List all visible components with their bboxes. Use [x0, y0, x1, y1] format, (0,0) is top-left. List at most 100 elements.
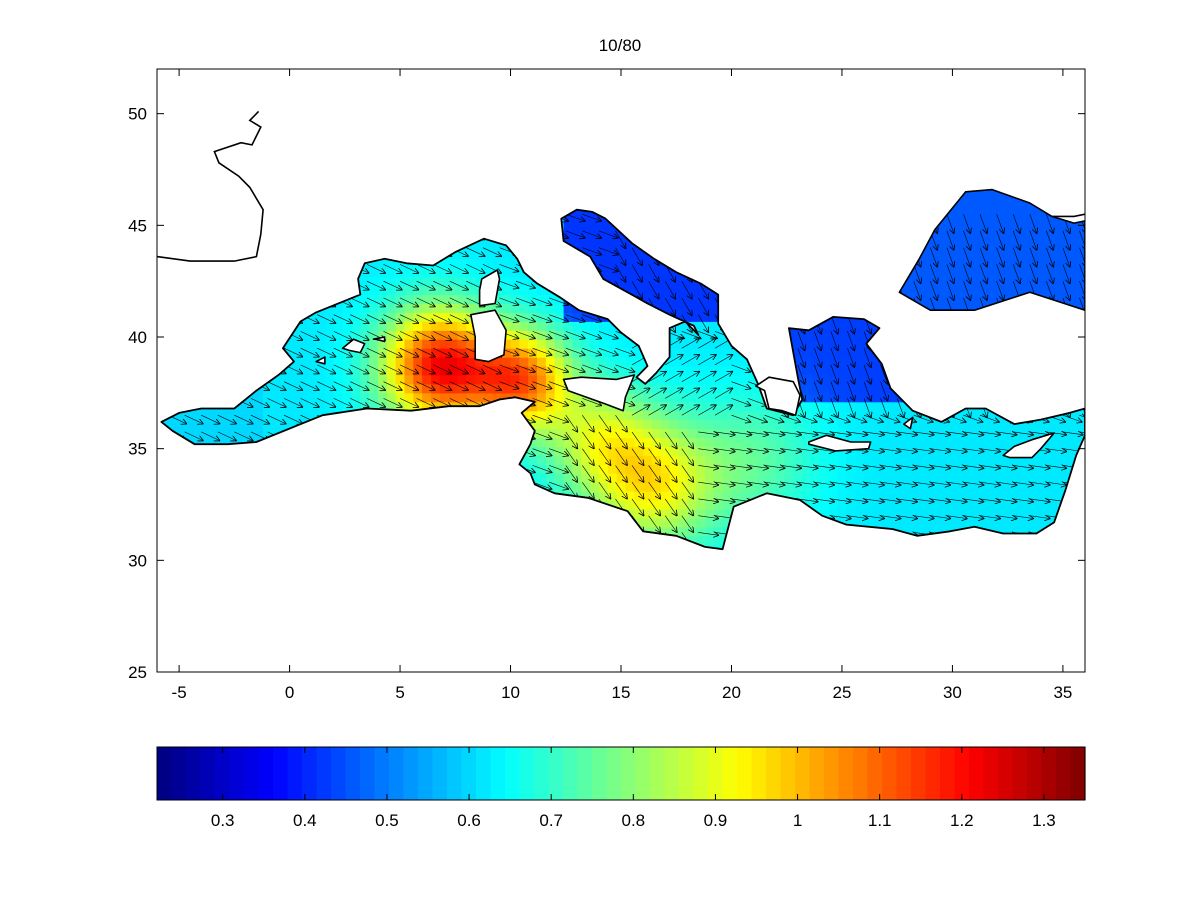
field-cell: [439, 285, 450, 296]
field-cell: [307, 321, 317, 331]
field-cell: [545, 375, 556, 385]
field-cell: [899, 517, 909, 528]
field-cell: [634, 500, 644, 510]
field-cell: [1005, 223, 1015, 233]
field-cell: [492, 241, 503, 251]
field-cell: [590, 357, 600, 367]
field-cell: [705, 500, 715, 510]
field-cell: [696, 383, 706, 394]
field-cell: [1049, 482, 1059, 492]
field-cell: [881, 437, 892, 447]
field-cell: [908, 509, 918, 519]
field-cell: [448, 267, 459, 278]
field-cell: [324, 383, 335, 394]
field-cell: [572, 437, 582, 447]
field-cell: [793, 482, 803, 492]
field-cell: [766, 419, 777, 430]
field-cell: [545, 392, 556, 403]
field-cell: [917, 517, 927, 528]
field-cell: [351, 321, 361, 331]
field-cell: [466, 258, 476, 269]
field-cell: [934, 491, 945, 501]
field-cell: [607, 357, 618, 367]
field-cell: [501, 392, 512, 403]
field-cell: [537, 437, 547, 447]
field-cell: [881, 464, 892, 474]
field-cell: [943, 437, 953, 447]
field-cell: [952, 205, 962, 215]
field-cell: [537, 473, 547, 483]
field-cell: [528, 446, 538, 456]
field-cell: [457, 303, 467, 313]
field-cell: [1040, 214, 1051, 224]
field-cell: [422, 357, 432, 367]
field-cell: [519, 375, 529, 385]
field-cell: [484, 375, 494, 385]
field-cell: [1014, 473, 1024, 483]
field-cell: [970, 196, 980, 206]
field-cell: [466, 383, 476, 394]
field-cell: [431, 383, 441, 394]
field-cell: [466, 321, 476, 331]
field-cell: [943, 419, 953, 430]
field-cell: [1067, 258, 1077, 269]
field-cell: [439, 357, 450, 367]
field-cell: [351, 392, 361, 403]
field-cell: [749, 473, 759, 483]
field-cell: [713, 348, 724, 358]
field-cell: [501, 375, 512, 385]
field-cell: [943, 285, 953, 296]
field-cell: [837, 339, 847, 349]
field-cell: [528, 383, 538, 394]
field-cell: [1005, 464, 1015, 474]
field-cell: [855, 348, 865, 358]
field-cell: [634, 428, 644, 439]
field-cell: [758, 473, 768, 483]
field-cell: [1076, 294, 1085, 305]
field-cell: [625, 392, 635, 403]
field-cell: [590, 437, 600, 447]
field-cell: [431, 303, 441, 313]
field-cell: [1085, 464, 1094, 474]
field-cell: [961, 276, 971, 287]
field-cell: [828, 473, 839, 483]
field-cell: [934, 526, 945, 537]
field-cell: [572, 446, 582, 456]
field-cell: [457, 321, 467, 331]
field-cell: [528, 392, 538, 403]
field-cell: [828, 509, 839, 519]
field-cell: [1067, 294, 1077, 305]
field-cell: [819, 348, 830, 358]
field-cell: [634, 348, 644, 358]
field-cell: [669, 392, 679, 403]
field-cell: [537, 339, 547, 349]
field-cell: [289, 401, 299, 412]
field-cell: [952, 267, 962, 278]
field-cell: [837, 464, 847, 474]
field-cell: [952, 482, 962, 492]
field-cell: [590, 321, 600, 331]
field-cell: [1005, 267, 1015, 278]
field-cell: [492, 357, 503, 367]
field-cell: [431, 330, 441, 340]
field-cell: [660, 526, 671, 537]
field-cell: [669, 357, 679, 367]
field-cell: [1085, 250, 1094, 260]
field-cell: [422, 383, 432, 394]
field-cell: [696, 294, 706, 305]
field-cell: [846, 392, 856, 403]
field-cell: [740, 428, 750, 439]
field-cell: [466, 249, 476, 260]
field-cell: [1058, 223, 1068, 233]
field-cell: [890, 500, 900, 510]
field-cell: [563, 428, 573, 439]
field-cell: [581, 446, 591, 456]
field-cell: [466, 348, 476, 358]
field-cell: [545, 446, 556, 456]
field-cell: [775, 419, 786, 430]
field-cell: [1005, 258, 1015, 269]
field-cell: [1085, 187, 1094, 197]
field-cell: [581, 437, 591, 447]
field-cell: [678, 509, 688, 519]
field-cell: [563, 330, 573, 340]
